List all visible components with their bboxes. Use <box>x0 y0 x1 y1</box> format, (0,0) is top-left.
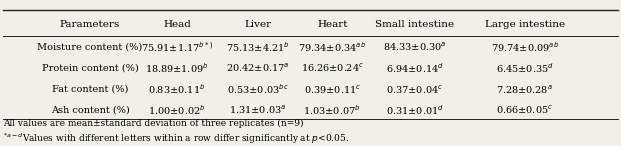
Text: Heart: Heart <box>317 20 348 29</box>
Text: 7.28±0.28$^{a}$: 7.28±0.28$^{a}$ <box>496 83 553 96</box>
Text: 75.91±1.17$^{b*)}$: 75.91±1.17$^{b*)}$ <box>141 40 213 54</box>
Text: 1.00±0.02$^{b}$: 1.00±0.02$^{b}$ <box>148 103 206 117</box>
Text: Head: Head <box>163 20 191 29</box>
Text: Small intestine: Small intestine <box>375 20 455 29</box>
Text: Liver: Liver <box>244 20 271 29</box>
Text: 75.13±4.21$^{b}$: 75.13±4.21$^{b}$ <box>226 40 289 54</box>
Text: Parameters: Parameters <box>60 20 120 29</box>
Text: 16.26±0.24$^{c}$: 16.26±0.24$^{c}$ <box>301 62 364 74</box>
Text: 1.31±0.03$^{a}$: 1.31±0.03$^{a}$ <box>229 104 286 116</box>
Text: Ash content (%): Ash content (%) <box>51 106 129 115</box>
Text: 0.31±0.01$^{d}$: 0.31±0.01$^{d}$ <box>386 103 444 117</box>
Text: All values are mean±standard deviation of three replicates (n=9): All values are mean±standard deviation o… <box>3 119 304 128</box>
Text: Moisture content (%): Moisture content (%) <box>37 42 143 51</box>
Text: 84.33±0.30$^{a}$: 84.33±0.30$^{a}$ <box>383 41 446 53</box>
Text: 20.42±0.17$^{a}$: 20.42±0.17$^{a}$ <box>226 62 289 74</box>
Text: 1.03±0.07$^{b}$: 1.03±0.07$^{b}$ <box>304 103 361 117</box>
Text: Protein content (%): Protein content (%) <box>42 64 138 73</box>
Text: Fat content (%): Fat content (%) <box>52 85 128 94</box>
Text: 0.66±0.05$^{c}$: 0.66±0.05$^{c}$ <box>496 104 553 116</box>
Text: 18.89±1.09$^{b}$: 18.89±1.09$^{b}$ <box>145 61 209 75</box>
Text: 79.74±0.09$^{ab}$: 79.74±0.09$^{ab}$ <box>491 40 559 54</box>
Text: $^{*a-d}$Values with different letters within a row differ significantly at $p$<: $^{*a-d}$Values with different letters w… <box>3 132 349 146</box>
Text: 0.83±0.11$^{b}$: 0.83±0.11$^{b}$ <box>148 82 206 96</box>
Text: Large intestine: Large intestine <box>484 20 565 29</box>
Text: 6.94±0.14$^{d}$: 6.94±0.14$^{d}$ <box>386 61 444 75</box>
Text: 0.53±0.03$^{bc}$: 0.53±0.03$^{bc}$ <box>227 82 289 96</box>
Text: 0.39±0.11$^{c}$: 0.39±0.11$^{c}$ <box>304 83 361 96</box>
Text: 6.45±0.35$^{d}$: 6.45±0.35$^{d}$ <box>496 61 554 75</box>
Text: 79.34±0.34$^{ab}$: 79.34±0.34$^{ab}$ <box>298 40 366 54</box>
Text: 0.37±0.04$^{c}$: 0.37±0.04$^{c}$ <box>386 83 443 96</box>
